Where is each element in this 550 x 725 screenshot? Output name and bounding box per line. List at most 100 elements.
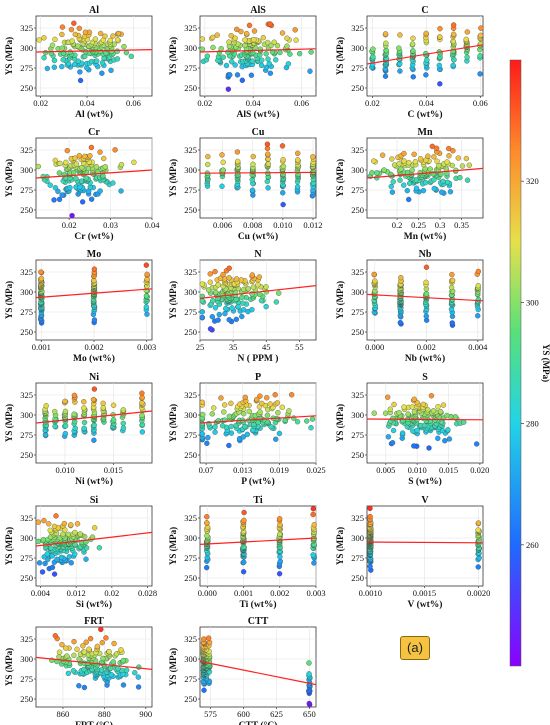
- data-point: [450, 38, 457, 45]
- data-point: [272, 392, 278, 398]
- plot-frame: [199, 626, 317, 708]
- data-point: [74, 646, 80, 652]
- panel-title: P: [255, 372, 261, 383]
- panel-als: AlS 250 275 300 325 YS (MPa) 0.02 0.04 0.06 AlS (…: [168, 5, 317, 120]
- data-point: [445, 427, 451, 433]
- data-point: [59, 24, 66, 30]
- data-point: [139, 400, 145, 406]
- data-point: [204, 53, 211, 59]
- data-point: [295, 157, 301, 163]
- data-point: [436, 62, 442, 69]
- data-point: [229, 305, 235, 311]
- x-tick-label: 0.001: [234, 588, 253, 598]
- x-tick-label: 0.012: [67, 588, 86, 598]
- data-point: [205, 153, 211, 160]
- y-tick-label: 250: [20, 327, 33, 337]
- x-tick-label: 35: [229, 342, 238, 352]
- data-point: [475, 283, 481, 289]
- data-point: [128, 53, 134, 60]
- data-point: [72, 155, 78, 161]
- data-point: [306, 671, 312, 677]
- y-tick-label: 275: [20, 430, 33, 440]
- data-point: [88, 144, 95, 151]
- panel-ctt: CTT 250 275 300 325 YS (MPa) 575 600 625 650 CTT (…: [168, 616, 317, 725]
- trend-line: [199, 48, 317, 53]
- x-tick-label: 0.019: [270, 465, 289, 475]
- data-point: [71, 638, 77, 645]
- data-point: [417, 156, 424, 162]
- data-point: [294, 419, 301, 425]
- data-point: [81, 425, 87, 432]
- trend-line: [35, 656, 153, 670]
- y-tick-label: 250: [184, 83, 197, 93]
- data-point: [226, 442, 232, 449]
- data-point: [260, 35, 266, 41]
- x-tick-label: 0.06: [294, 98, 309, 108]
- x-tick-label: 860: [57, 709, 70, 719]
- data-point: [144, 311, 150, 317]
- data-point: [242, 394, 248, 401]
- data-point: [449, 320, 455, 326]
- y-axis-label: YS (MPa): [168, 159, 178, 197]
- data-point: [279, 143, 286, 149]
- y-tick-label: 250: [20, 205, 33, 215]
- x-tick-label: 0.006: [213, 220, 232, 230]
- panel-title: Ni: [89, 372, 99, 383]
- x-tick-label: 0.010: [408, 465, 427, 475]
- data-point: [264, 412, 271, 419]
- y-tick-label: 325: [20, 390, 33, 400]
- data-point: [463, 36, 469, 43]
- data-point: [423, 291, 430, 297]
- data-point: [38, 269, 44, 275]
- data-point: [68, 522, 74, 528]
- data-point: [255, 281, 261, 288]
- data-point: [114, 48, 121, 54]
- y-tick-label: 300: [20, 165, 33, 175]
- data-point: [69, 212, 75, 219]
- x-axis-label: S (wt%): [408, 476, 442, 487]
- data-point: [259, 57, 265, 63]
- data-point: [91, 437, 97, 443]
- data-point: [79, 164, 85, 171]
- data-point: [56, 170, 63, 176]
- data-point: [413, 185, 420, 191]
- data-point: [249, 307, 255, 313]
- data-point: [99, 639, 105, 646]
- data-point: [411, 443, 417, 449]
- data-point: [110, 33, 116, 39]
- data-point: [132, 670, 138, 676]
- y-axis-label: YS (MPa): [335, 159, 345, 197]
- x-tick-label: 0.004: [31, 588, 51, 598]
- y-tick-label: 300: [351, 165, 364, 175]
- data-point: [86, 646, 92, 652]
- data-point: [396, 45, 402, 51]
- data-point: [61, 520, 68, 527]
- data-point: [475, 296, 482, 303]
- x-axis-label: P (wt%): [241, 476, 275, 487]
- data-point: [423, 30, 429, 37]
- data-point: [199, 46, 205, 52]
- trend-line: [366, 167, 484, 179]
- y-axis-label: YS (MPa): [335, 281, 345, 319]
- x-tick-label: 0.02: [197, 98, 212, 108]
- data-point: [233, 316, 240, 323]
- data-point: [41, 35, 47, 41]
- colorbar-label: YS (MPa): [541, 344, 550, 382]
- y-tick-label: 300: [20, 654, 33, 664]
- data-point: [391, 162, 398, 168]
- x-tick-label: 0.03: [103, 220, 118, 230]
- data-point: [110, 402, 117, 408]
- data-point: [401, 150, 407, 157]
- data-point: [110, 659, 116, 665]
- data-point: [240, 300, 246, 306]
- data-point: [265, 39, 271, 46]
- x-tick-label: 0.0015: [413, 588, 436, 598]
- data-point: [274, 400, 281, 406]
- data-point: [406, 159, 412, 166]
- x-tick-label: 0.008: [243, 220, 262, 230]
- data-point: [219, 183, 225, 189]
- panel-title: Si: [90, 495, 99, 506]
- y-tick-label: 325: [184, 390, 197, 400]
- data-point: [199, 431, 205, 437]
- data-point: [410, 428, 416, 434]
